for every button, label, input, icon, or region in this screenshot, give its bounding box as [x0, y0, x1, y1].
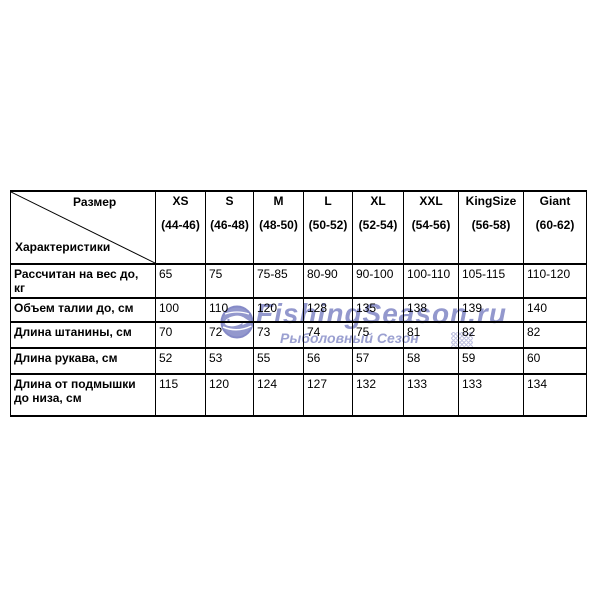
size-label: S	[225, 194, 234, 208]
value-cell: 120	[205, 373, 254, 417]
value-cell: 134	[523, 373, 587, 417]
row-label: Длина рукава, см	[10, 347, 156, 375]
size-chart-body: Рассчитан на вес до, кг 65 75 75-85 80-90 90-…	[10, 263, 587, 417]
size-label: XS	[172, 194, 189, 208]
value-cell: 70	[155, 321, 206, 349]
column-header-giant: Giant (60-62)	[523, 190, 587, 265]
value-cell: 75	[352, 321, 404, 349]
value-cell: 56	[303, 347, 353, 375]
size-label: L	[324, 194, 332, 208]
row-label: Объем талии до, см	[10, 297, 156, 323]
value-cell: 139	[458, 297, 524, 323]
size-label: KingSize	[465, 194, 517, 208]
value-cell: 115	[155, 373, 206, 417]
corner-cell: Размер Характеристики	[10, 190, 156, 265]
column-header-xxl: XXL (54-56)	[403, 190, 459, 265]
size-range: (44-46)	[161, 218, 200, 232]
corner-characteristics-label: Характеристики	[15, 240, 111, 254]
size-label: XL	[370, 194, 386, 208]
value-cell: 52	[155, 347, 206, 375]
table-row: Длина рукава, см 52 53 55 56 57 58 59 60	[10, 347, 587, 375]
value-cell: 110	[205, 297, 254, 323]
size-chart-table: Размер Характеристики XS (44-46) S (46-48) M…	[10, 190, 587, 417]
table-row: Объем талии до, см 100 110 120 128 135 138 139 1…	[10, 297, 587, 323]
diagonal-divider-line	[11, 192, 155, 263]
value-cell: 90-100	[352, 263, 404, 299]
size-range: (50-52)	[308, 218, 348, 232]
value-cell: 128	[303, 297, 353, 323]
size-range: (52-54)	[358, 218, 398, 232]
value-cell: 60	[523, 347, 587, 375]
column-header-kingsize: KingSize (56-58)	[458, 190, 524, 265]
value-cell: 53	[205, 347, 254, 375]
value-cell: 120	[253, 297, 304, 323]
size-label: XXL	[419, 194, 443, 208]
value-cell: 100	[155, 297, 206, 323]
size-label: Giant	[539, 194, 571, 208]
value-cell: 110-120	[523, 263, 587, 299]
value-cell: 105-115	[458, 263, 524, 299]
size-range: (54-56)	[411, 218, 451, 232]
value-cell: 138	[403, 297, 459, 323]
value-cell: 82	[458, 321, 524, 349]
value-cell: 74	[303, 321, 353, 349]
column-header-xl: XL (52-54)	[352, 190, 404, 265]
value-cell: 133	[458, 373, 524, 417]
value-cell: 133	[403, 373, 459, 417]
size-range: (46-48)	[210, 218, 249, 232]
value-cell: 132	[352, 373, 404, 417]
value-cell: 135	[352, 297, 404, 323]
value-cell: 75	[205, 263, 254, 299]
value-cell: 100-110	[403, 263, 459, 299]
header-row: Размер Характеристики XS (44-46) S (46-48) M…	[10, 190, 587, 265]
row-label: Длина от подмышки до низа, см	[10, 373, 156, 417]
value-cell: 140	[523, 297, 587, 323]
column-header-m: M (48-50)	[253, 190, 304, 265]
value-cell: 65	[155, 263, 206, 299]
size-range: (60-62)	[535, 218, 575, 232]
size-label: M	[273, 194, 284, 208]
value-cell: 59	[458, 347, 524, 375]
value-cell: 73	[253, 321, 304, 349]
table-row: Длина штанины, см 70 72 73 74 75 81 82 82	[10, 321, 587, 349]
table-row: Рассчитан на вес до, кг 65 75 75-85 80-90 90-…	[10, 263, 587, 299]
value-cell: 75-85	[253, 263, 304, 299]
value-cell: 82	[523, 321, 587, 349]
column-header-s: S (46-48)	[205, 190, 254, 265]
value-cell: 72	[205, 321, 254, 349]
row-label: Рассчитан на вес до, кг	[10, 263, 156, 299]
size-range: (48-50)	[259, 218, 298, 232]
table-row: Длина от подмышки до низа, см 115 120 124 12…	[10, 373, 587, 417]
column-header-l: L (50-52)	[303, 190, 353, 265]
value-cell: 127	[303, 373, 353, 417]
value-cell: 57	[352, 347, 404, 375]
value-cell: 81	[403, 321, 459, 349]
size-range: (56-58)	[471, 218, 511, 232]
value-cell: 124	[253, 373, 304, 417]
row-label: Длина штанины, см	[10, 321, 156, 349]
value-cell: 55	[253, 347, 304, 375]
value-cell: 58	[403, 347, 459, 375]
corner-size-label: Размер	[73, 195, 117, 209]
value-cell: 80-90	[303, 263, 353, 299]
column-header-xs: XS (44-46)	[155, 190, 206, 265]
